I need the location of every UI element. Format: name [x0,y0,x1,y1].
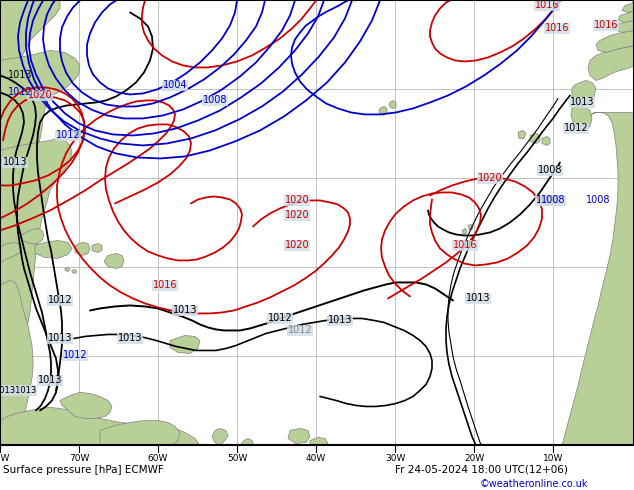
Polygon shape [75,243,90,255]
Polygon shape [542,136,550,146]
Polygon shape [288,428,310,443]
Text: 50W: 50W [227,454,247,463]
Polygon shape [612,21,634,32]
Polygon shape [92,244,102,252]
Text: 1012: 1012 [48,295,72,305]
Text: Fr 24-05-2024 18:00 UTC(12+06): Fr 24-05-2024 18:00 UTC(12+06) [395,465,568,475]
Text: 1012: 1012 [288,325,313,336]
Polygon shape [65,268,70,271]
Polygon shape [618,10,634,23]
Polygon shape [60,392,112,418]
Polygon shape [170,336,200,353]
Text: 1020: 1020 [28,91,53,100]
Polygon shape [462,228,467,233]
Polygon shape [0,0,60,150]
Text: 1013: 1013 [3,157,27,168]
Polygon shape [100,420,180,445]
Polygon shape [518,130,526,139]
Text: 1008: 1008 [541,196,566,205]
Text: 10131013: 10131013 [0,386,36,395]
Text: 1016: 1016 [453,241,477,250]
Text: 10W: 10W [543,454,563,463]
Text: ©weatheronline.co.uk: ©weatheronline.co.uk [480,479,588,489]
Text: 1004: 1004 [163,80,187,91]
Text: 1008: 1008 [536,196,560,205]
Text: 30W: 30W [385,454,405,463]
Polygon shape [240,439,254,445]
Polygon shape [379,106,387,116]
Text: 80W: 80W [0,454,10,463]
Polygon shape [0,280,33,445]
Polygon shape [571,105,592,130]
Polygon shape [0,243,22,263]
Polygon shape [622,0,634,12]
Text: Surface pressure [hPa] ECMWF: Surface pressure [hPa] ECMWF [3,465,164,475]
Polygon shape [35,241,72,258]
Polygon shape [572,80,596,105]
Polygon shape [596,30,634,52]
Text: 1012: 1012 [8,87,32,98]
Polygon shape [72,270,77,273]
Text: 1016: 1016 [153,280,178,291]
Text: 1012: 1012 [63,350,87,361]
Text: 1020: 1020 [285,196,309,205]
Polygon shape [310,438,328,445]
Polygon shape [0,139,72,386]
Text: 1013: 1013 [328,316,353,325]
Text: 1013: 1013 [38,375,62,386]
Polygon shape [20,228,44,244]
Polygon shape [389,100,396,108]
Text: 1013: 1013 [8,71,32,80]
Polygon shape [530,133,540,144]
Text: 1013: 1013 [172,305,197,316]
Text: 1020: 1020 [285,241,309,250]
Polygon shape [562,112,634,445]
Polygon shape [468,224,473,229]
Text: 1013: 1013 [570,98,594,107]
Text: 1008: 1008 [203,96,227,105]
Text: 1016: 1016 [545,24,569,33]
Text: 60W: 60W [148,454,168,463]
Text: 40W: 40W [306,454,326,463]
Text: 1012: 1012 [268,314,292,323]
Text: 20W: 20W [464,454,484,463]
Text: 1008: 1008 [586,196,611,205]
Polygon shape [588,46,634,80]
Text: 1013: 1013 [466,294,490,303]
Text: 1013: 1013 [48,334,72,343]
Text: 1020: 1020 [285,210,309,221]
Text: 70W: 70W [69,454,89,463]
Text: 1008: 1008 [538,166,562,175]
Polygon shape [104,253,124,269]
Polygon shape [212,428,228,445]
Text: 1013: 1013 [118,334,142,343]
Text: 1016: 1016 [534,0,559,10]
Polygon shape [0,50,80,275]
Text: 1016: 1016 [594,21,618,30]
Text: 1020: 1020 [477,173,502,183]
Text: 1012: 1012 [564,123,588,133]
Polygon shape [0,408,200,445]
Text: 1012: 1012 [56,130,81,141]
